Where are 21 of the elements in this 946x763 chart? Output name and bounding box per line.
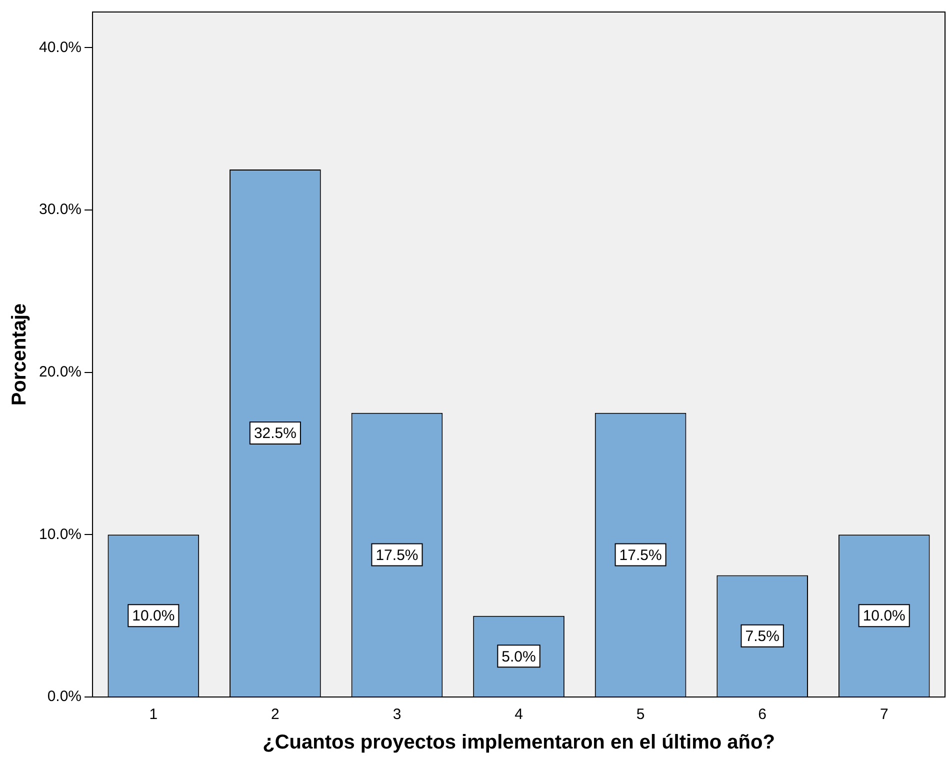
y-tick-label: 30.0% <box>38 201 82 218</box>
data-label: 7.5% <box>745 628 780 646</box>
x-tick-label: 1 <box>149 706 158 724</box>
y-tick-label: 0.0% <box>47 688 82 706</box>
x-tick-label: 5 <box>636 706 645 724</box>
data-label: 17.5% <box>619 546 662 564</box>
data-label: 5.0% <box>502 648 536 666</box>
x-axis-title: ¿Cuantos proyectos implementaron en el último año? <box>262 732 775 754</box>
x-tick-label: 2 <box>271 706 280 724</box>
data-label: 17.5% <box>376 546 418 564</box>
data-label: 10.0% <box>132 608 175 625</box>
x-tick-label: 4 <box>514 706 523 724</box>
y-tick-label: 20.0% <box>38 363 82 380</box>
data-label: 10.0% <box>862 608 906 625</box>
x-tick-label: 7 <box>880 706 888 724</box>
y-tick-label: 10.0% <box>38 526 82 543</box>
y-tick-label: 40.0% <box>38 38 82 56</box>
y-axis-title: Porcentaje <box>8 303 31 406</box>
x-tick-label: 6 <box>758 706 766 724</box>
data-label: 32.5% <box>254 425 296 442</box>
x-tick-label: 3 <box>392 706 402 724</box>
